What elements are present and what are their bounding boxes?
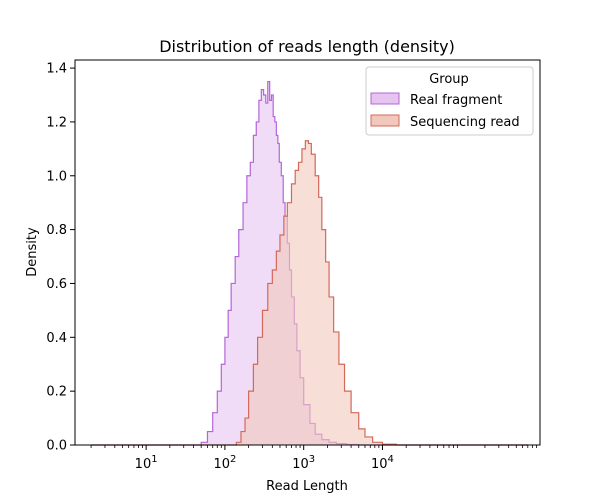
legend-swatch-real-fragment <box>370 92 400 105</box>
y-tick-label: 1.0 <box>46 169 67 184</box>
legend-title: Group <box>429 72 469 87</box>
x-tick-label: 103 <box>292 454 315 472</box>
x-axis-label: Read Length <box>266 479 348 494</box>
y-tick-label: 0.6 <box>46 277 67 292</box>
legend-label-real-fragment: Real fragment <box>410 93 502 108</box>
chart-title: Distribution of reads length (density) <box>159 37 455 56</box>
plot-frame <box>74 59 541 446</box>
legend-swatch-sequencing-read <box>370 114 400 127</box>
y-tick-label: 1.4 <box>46 62 67 77</box>
x-tick-label: 104 <box>371 454 394 472</box>
legend-box <box>365 66 534 136</box>
y-tick-label: 0.0 <box>46 439 67 454</box>
y-tick-label: 0.8 <box>46 223 67 238</box>
y-axis: 0.0 0.2 0.4 0.6 0.8 1.0 1.2 1.4 <box>46 62 75 454</box>
series-layer <box>91 80 528 446</box>
y-tick-label: 0.4 <box>46 331 67 346</box>
plot-area: 101 102 103 104 0.0 0.2 0.4 0.6 0.8 1.0 1.2 1.4 <box>46 59 541 472</box>
series-line-sequencing-read <box>91 140 528 446</box>
x-tick-label: 101 <box>135 454 158 472</box>
x-axis: 101 102 103 104 <box>90 445 537 472</box>
x-tick-label: 102 <box>213 454 236 472</box>
y-tick-label: 1.2 <box>46 115 67 130</box>
legend-label-sequencing-read: Sequencing read <box>410 115 520 130</box>
y-tick-label: 0.2 <box>46 385 67 400</box>
y-axis-label: Density <box>25 227 40 277</box>
series-area-sequencing-read <box>91 140 528 445</box>
legend: Group Real fragment Sequencing read <box>365 66 534 136</box>
